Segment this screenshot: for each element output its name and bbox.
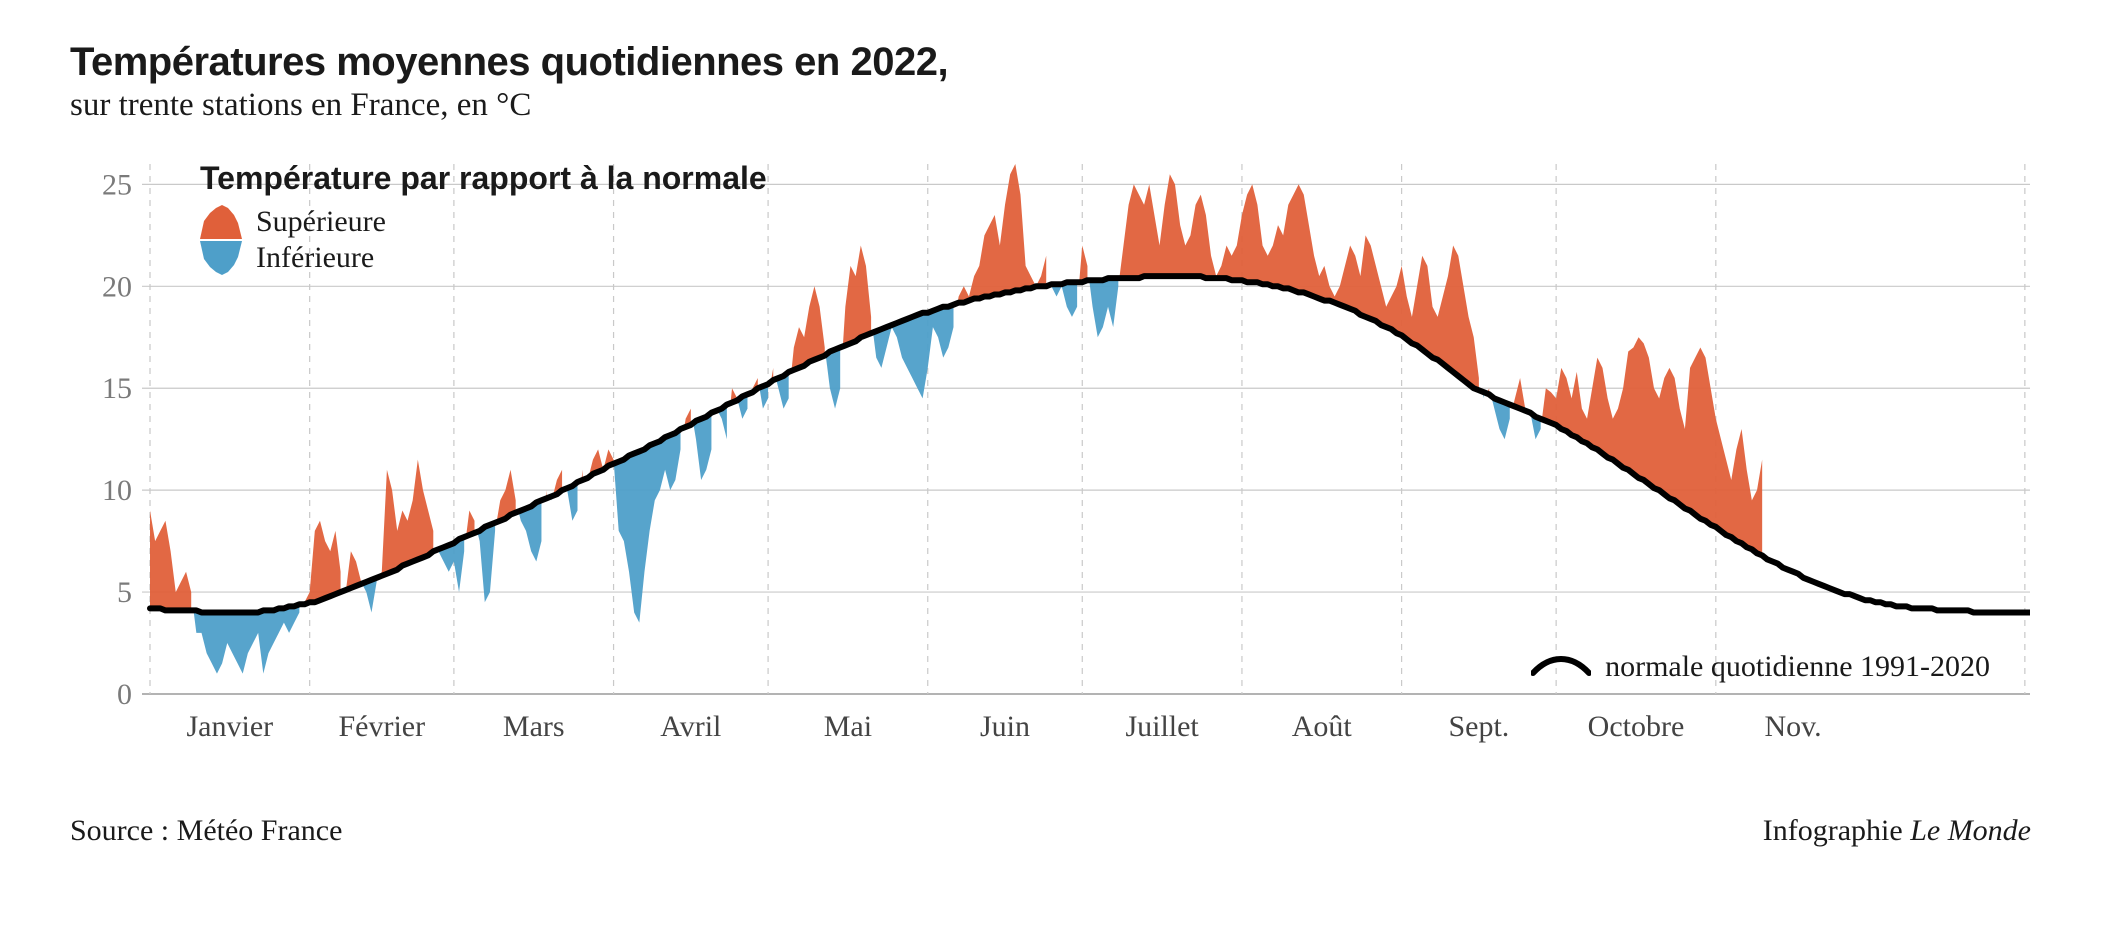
svg-text:25: 25 (102, 168, 132, 201)
footer: Source : Météo France Infographie Le Mon… (70, 814, 2031, 848)
svg-text:Février: Février (338, 710, 425, 743)
legend-swatch-above-icon (200, 205, 242, 239)
svg-text:10: 10 (102, 474, 132, 507)
svg-text:20: 20 (102, 270, 132, 303)
legend-title: Température par rapport à la normale (200, 160, 767, 197)
legend-row-superior: Supérieure (200, 205, 767, 239)
svg-text:Mars: Mars (503, 710, 565, 743)
header: Températures moyennes quotidiennes en 20… (70, 40, 2031, 124)
legend-row-inferior: Inférieure (200, 241, 767, 275)
svg-text:Avril: Avril (660, 710, 721, 743)
svg-text:Juin: Juin (980, 710, 1030, 743)
svg-text:Sept.: Sept. (1448, 710, 1509, 743)
legend-swatch-below-icon (200, 241, 242, 275)
svg-text:Octobre: Octobre (1588, 710, 1685, 743)
legend-label-inferior: Inférieure (256, 241, 374, 275)
legend: Température par rapport à la normale Sup… (200, 160, 767, 275)
legend-label-superior: Supérieure (256, 205, 386, 239)
source-label: Source : Météo France (70, 814, 342, 848)
svg-text:Nov.: Nov. (1764, 710, 1821, 743)
svg-text:Juillet: Juillet (1125, 710, 1199, 743)
legend-normal: normale quotidienne 1991-2020 (1531, 650, 1990, 684)
svg-text:Août: Août (1292, 710, 1353, 743)
chart-container: Température par rapport à la normale Sup… (70, 154, 2030, 774)
svg-text:0: 0 (117, 678, 132, 711)
chart-title: Températures moyennes quotidiennes en 20… (70, 40, 2031, 85)
credit-label: Infographie Le Monde (1763, 814, 2031, 848)
chart-subtitle: sur trente stations en France, en °C (70, 87, 2031, 124)
svg-text:Mai: Mai (824, 710, 872, 743)
legend-normal-line-icon (1531, 655, 1591, 679)
legend-normal-label: normale quotidienne 1991-2020 (1605, 650, 1990, 684)
svg-text:5: 5 (117, 576, 132, 609)
svg-text:Janvier: Janvier (187, 710, 274, 743)
svg-text:15: 15 (102, 372, 132, 405)
